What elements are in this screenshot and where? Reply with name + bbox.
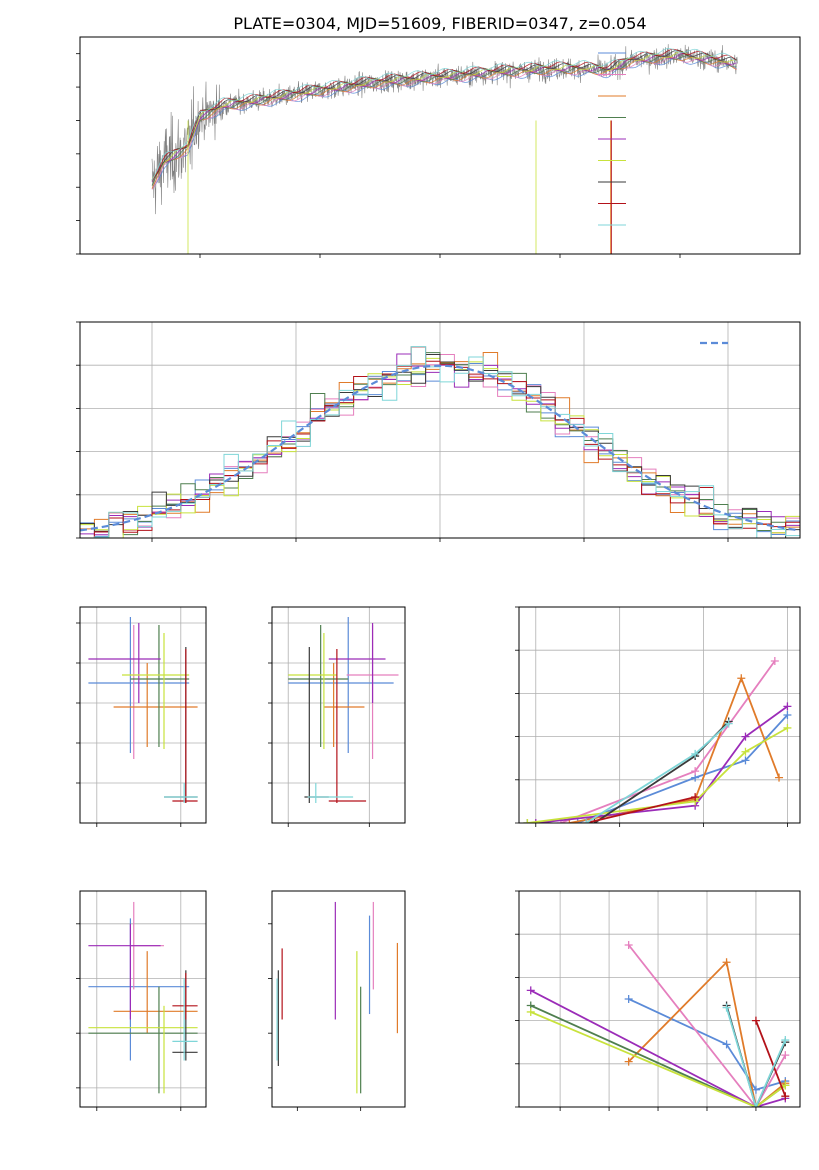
- model-spectrum: [151, 47, 737, 181]
- weight-marker: [722, 1003, 731, 1012]
- weight-series: [569, 675, 780, 823]
- weight-marker: [741, 756, 750, 765]
- residuals-marks: [80, 346, 800, 538]
- axes-frame: [79, 36, 801, 255]
- weight-marker: [573, 819, 582, 823]
- weight-marker: [781, 1081, 790, 1090]
- weight-marker: [565, 819, 574, 823]
- weight-marker: [775, 773, 784, 782]
- model-spectrum: [151, 48, 737, 182]
- mass_vs_ebv-marks: [276, 901, 398, 1094]
- mass_vs_Z-panel: [76, 890, 207, 1111]
- age_vs_mass-marks: [288, 617, 399, 803]
- weight-marker: [526, 986, 535, 995]
- axes-frame: [79, 606, 207, 824]
- weight-marker: [781, 1092, 790, 1101]
- observed-spectrum: [151, 44, 738, 215]
- weight_vs_age-marks: [523, 657, 792, 823]
- weight-marker: [724, 719, 733, 728]
- weight-marker: [781, 1051, 790, 1060]
- weight-series: [530, 989, 786, 1107]
- weight-series: [530, 1011, 786, 1107]
- residual-histogram: [80, 346, 800, 538]
- age_vs_Z-panel: [76, 606, 207, 827]
- axes-frame: [79, 321, 801, 539]
- axes-frame: [518, 606, 801, 824]
- weight-marker: [624, 1057, 633, 1066]
- weight-series: [577, 714, 789, 823]
- weight-series: [725, 1007, 787, 1107]
- weight-series: [755, 1020, 787, 1097]
- weight-series: [628, 998, 786, 1091]
- age_vs_mass-panel: [268, 606, 406, 827]
- model-spectrum: [151, 50, 737, 181]
- weight-marker: [526, 1007, 535, 1016]
- mass_vs_ebv-panel: [268, 890, 406, 1111]
- weight-marker: [582, 819, 591, 823]
- weight_vs_Z-panel: [515, 890, 801, 1111]
- model-spectrum: [151, 49, 737, 181]
- spectrum-marks: [151, 44, 738, 254]
- weight-series: [585, 796, 696, 823]
- weight-marker: [783, 723, 792, 732]
- weight_vs_age-panel: [515, 606, 801, 827]
- weight-marker: [531, 819, 540, 823]
- weight-marker: [751, 1016, 760, 1025]
- weight-series: [560, 660, 776, 823]
- age_vs_Z-marks: [88, 617, 198, 803]
- weight-series: [527, 727, 788, 823]
- weight-marker: [722, 958, 731, 967]
- axes-frame: [79, 890, 207, 1108]
- axes-frame: [271, 606, 406, 824]
- weight-marker: [783, 702, 792, 711]
- figure-title: PLATE=0304, MJD=51609, FIBERID=0347, z=0…: [233, 14, 646, 33]
- weight-marker: [691, 793, 700, 802]
- weight-marker: [722, 1040, 731, 1049]
- weight_vs_Z-marks: [526, 941, 790, 1107]
- axes-frame: [271, 890, 406, 1108]
- weight-marker: [781, 1036, 790, 1045]
- weight-series: [535, 705, 788, 823]
- weight-marker: [624, 995, 633, 1003]
- weight-marker: [691, 749, 700, 758]
- model-spectrum: [151, 57, 737, 189]
- residual-histogram: [80, 346, 800, 538]
- mass_vs_Z-marks: [88, 901, 198, 1094]
- weight-marker: [770, 657, 779, 665]
- weight-marker: [523, 819, 532, 823]
- normal-curve: [80, 364, 800, 532]
- weight-marker: [691, 767, 700, 776]
- weight-marker: [751, 1103, 760, 1107]
- model-spectrum: [151, 54, 737, 186]
- plot-layer: [76, 36, 801, 1111]
- weight-marker: [624, 941, 633, 949]
- model-spectrum: [151, 56, 737, 190]
- weight-marker: [783, 711, 792, 719]
- weight-marker: [741, 747, 750, 756]
- model-spectrum: [151, 56, 737, 189]
- residuals-panel: [76, 321, 801, 542]
- spectrum-panel: [76, 36, 801, 258]
- weight-marker: [737, 674, 746, 683]
- weight-marker: [741, 732, 750, 741]
- axes-frame: [518, 890, 801, 1108]
